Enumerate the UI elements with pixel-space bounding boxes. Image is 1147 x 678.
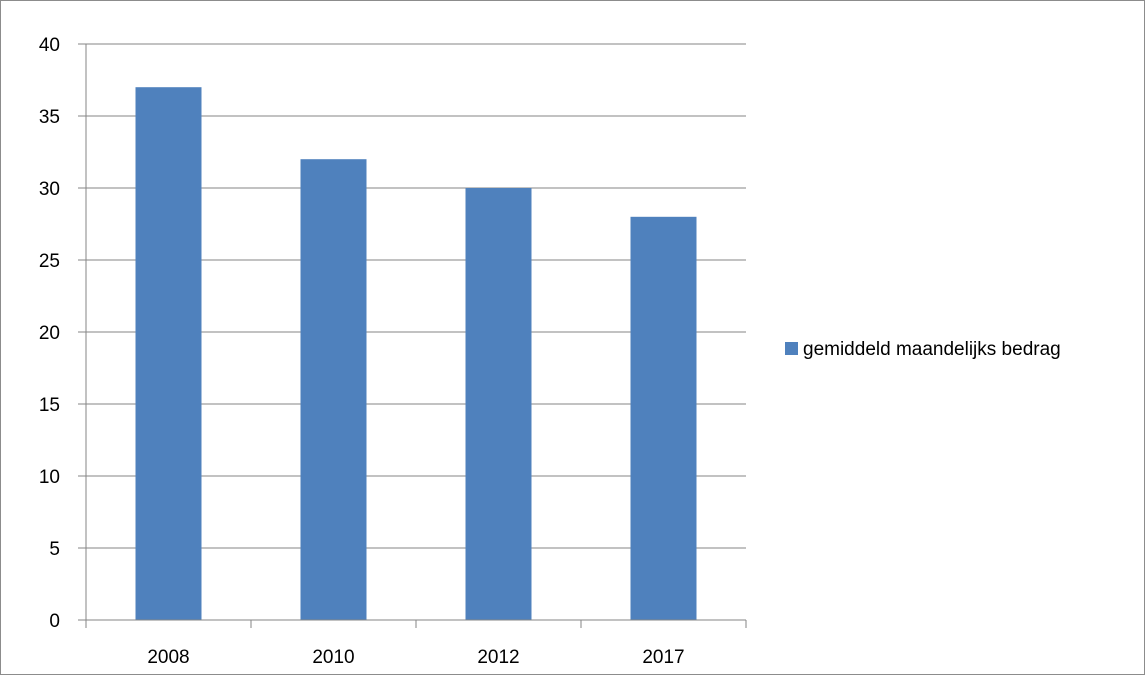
y-tick-label: 15 <box>39 395 60 416</box>
bars <box>135 87 697 621</box>
x-tick-label: 2012 <box>477 647 519 668</box>
y-tick-label: 35 <box>39 107 60 128</box>
x-axis-ticks: 2008 2010 2012 2017 <box>147 647 684 668</box>
x-tick-label: 2008 <box>147 647 189 668</box>
bar <box>630 216 697 621</box>
y-tick-label: 30 <box>39 179 60 200</box>
bar <box>465 188 532 620</box>
x-tick-label: 2010 <box>312 647 354 668</box>
bar <box>300 159 367 620</box>
y-tick-label: 10 <box>39 467 60 488</box>
y-tick-label: 40 <box>39 35 60 56</box>
legend-label: gemiddeld maandelijks bedrag <box>803 339 1061 360</box>
y-tick-label: 0 <box>49 611 60 632</box>
y-tick-label: 25 <box>39 251 60 272</box>
axes <box>78 44 747 628</box>
legend-swatch <box>785 342 798 355</box>
y-tick-label: 20 <box>39 323 60 344</box>
bar <box>135 87 202 620</box>
x-tick-label: 2017 <box>642 647 684 668</box>
y-tick-label: 5 <box>49 539 60 560</box>
legend: gemiddeld maandelijks bedrag <box>785 339 1061 360</box>
y-axis-ticks: 0 5 10 15 20 25 30 35 40 <box>39 35 60 632</box>
